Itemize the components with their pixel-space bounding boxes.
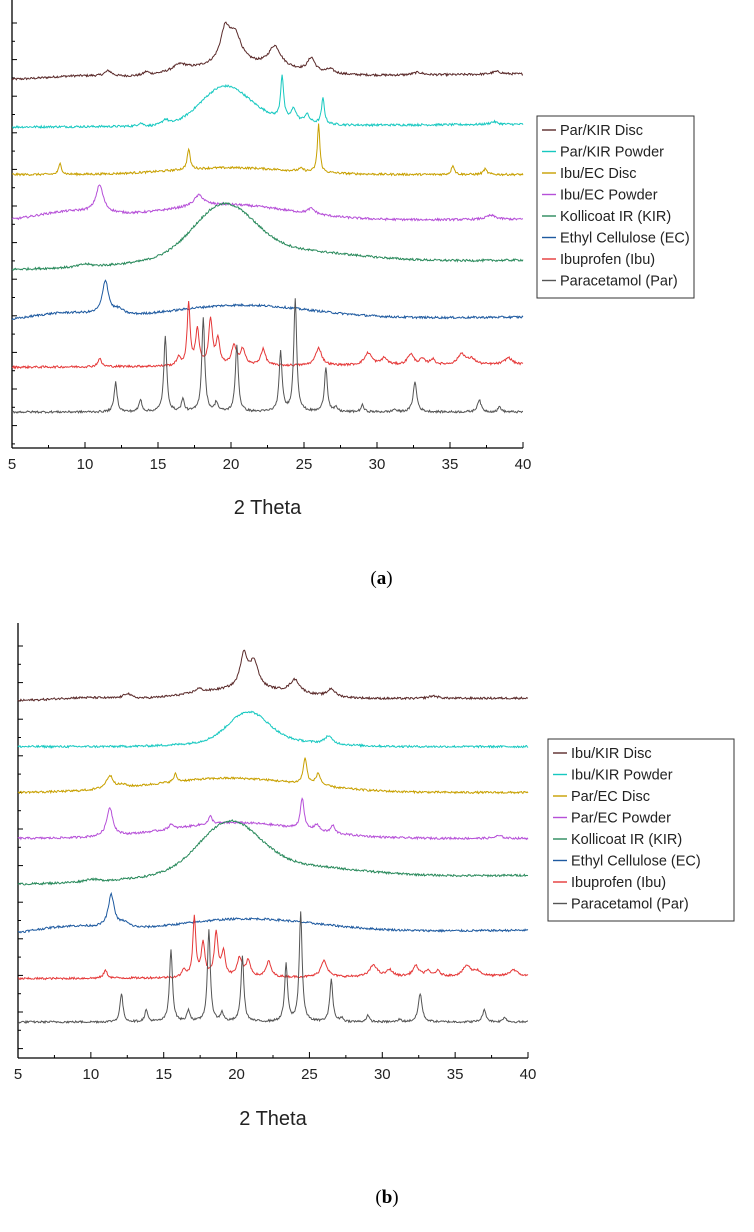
legend-label: Par/EC Disc (571, 789, 650, 805)
panel-caption: (a) (370, 568, 392, 589)
legend-label: Ibu/KIR Disc (571, 746, 652, 762)
legend-label: Kollicoat IR (KIR) (571, 832, 682, 848)
legend-label: Ethyl Cellulose (EC) (560, 231, 690, 247)
legend-label: Par/EC Powder (571, 811, 671, 827)
x-tick-label: 35 (442, 456, 459, 473)
series-line-ibuprofen-ibu (11, 301, 524, 370)
x-tick-label: 40 (520, 1066, 537, 1083)
legend-label: Paracetamol (Par) (560, 274, 678, 290)
x-tick-label: 40 (515, 456, 532, 473)
legend-box (536, 115, 695, 299)
legend-label: Ethyl Cellulose (EC) (571, 854, 701, 870)
x-tick-label: 5 (8, 456, 16, 473)
x-tick-label: 35 (447, 1066, 464, 1083)
legend-label: Ibu/EC Disc (560, 166, 637, 182)
series-line-paracetamol-par (17, 911, 529, 1025)
legend-label: Paracetamol (Par) (571, 897, 689, 913)
series-line-paracetamol-par (11, 298, 524, 414)
x-tick-label: 5 (14, 1066, 22, 1083)
legend-box (547, 738, 735, 922)
series-line-ibu-ec-disc (11, 123, 524, 177)
series-line-kollicoat-ir-kir (11, 201, 524, 271)
x-tick-label: 20 (228, 1066, 245, 1083)
legend-label: Ibuprofen (Ibu) (560, 252, 655, 268)
legend-label: Ibu/KIR Powder (571, 768, 673, 784)
x-tick-label: 25 (301, 1066, 318, 1083)
legend: Par/KIR Disc Par/KIR Powder Ibu/EC Disc Ibu… (536, 115, 695, 299)
series-line-ibuprofen-ibu (17, 914, 529, 981)
series-line-ibu-ec-powder (11, 184, 524, 222)
series-line-par-kir-powder (11, 74, 524, 129)
series-line-kollicoat-ir-kir (17, 819, 529, 886)
x-tick-label: 10 (83, 1066, 100, 1083)
legend: Ibu/KIR Disc Ibu/KIR Powder Par/EC Disc Par… (547, 738, 735, 922)
series-line-par-kir-disc (11, 21, 524, 81)
panel-caption: (b) (375, 1187, 398, 1208)
legend-label: Kollicoat IR (KIR) (560, 209, 671, 225)
legend-label: Par/KIR Powder (560, 145, 664, 161)
x-axis-title: 2 Theta (239, 1108, 307, 1130)
x-tick-label: 30 (369, 456, 386, 473)
x-tick-label: 15 (155, 1066, 172, 1083)
x-tick-label: 25 (296, 456, 313, 473)
x-tick-label: 15 (150, 456, 167, 473)
legend-label: Par/KIR Disc (560, 123, 643, 139)
series-line-ibu-kir-powder (17, 710, 529, 749)
x-tick-label: 10 (77, 456, 94, 473)
legend-label: Ibu/EC Powder (560, 188, 658, 204)
series-line-ethyl-cellulose-ec (11, 279, 524, 321)
series-line-par-ec-powder (17, 797, 529, 841)
x-tick-label: 30 (374, 1066, 391, 1083)
x-tick-label: 20 (223, 456, 240, 473)
series-line-par-ec-disc (17, 757, 529, 795)
series-line-ethyl-cellulose-ec (17, 891, 529, 934)
series-line-ibu-kir-disc (17, 649, 529, 702)
x-axis-title: 2 Theta (234, 497, 302, 519)
legend-label: Ibuprofen (Ibu) (571, 875, 666, 891)
